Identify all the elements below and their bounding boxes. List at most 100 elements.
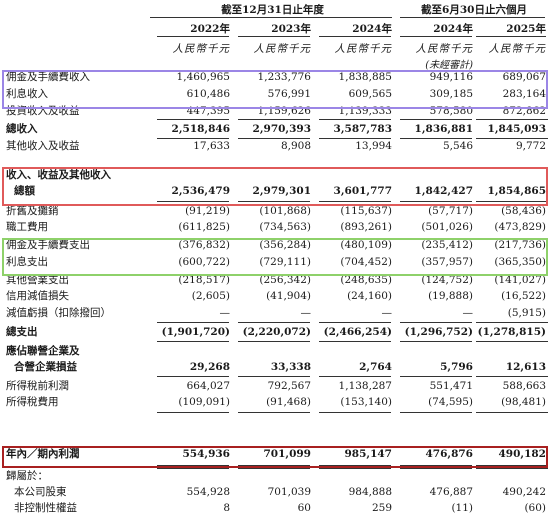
year-rule <box>319 36 391 37</box>
value-h1-2025: (98,481) <box>501 396 546 408</box>
value-h1-2025: 490,242 <box>502 486 546 498</box>
value-h1-2025: (58,436) <box>501 205 546 217</box>
unaudited-note: (未經審計) <box>425 60 473 71</box>
table-row: 收入、收益及其他收入 <box>0 167 550 183</box>
table-row: 所得稅前利潤 664,027 792,567 1,138,287 551,471 588,… <box>0 378 550 394</box>
value-h1-2025: (16,522) <box>501 290 546 302</box>
row-label: 其他營業支出 <box>6 274 69 286</box>
table-row: 佣金及手續費收入 1,460,965 1,233,776 1,838,885 949,1… <box>0 69 550 85</box>
value-h1-2025: 588,663 <box>502 380 546 392</box>
value-2022: (376,832) <box>178 239 230 251</box>
value-h1-2024: 1,836,881 <box>414 123 473 135</box>
value-2022: (600,722) <box>178 256 230 268</box>
table-row: 其他營業支出 (218,517) (256,342) (248,635) (124,75… <box>0 272 550 288</box>
value-2023: 576,991 <box>267 88 311 100</box>
value-2024: 259 <box>371 502 392 514</box>
value-2023: 2,970,393 <box>252 123 311 135</box>
value-2022: 17,633 <box>193 140 230 152</box>
value-h1-2025: 689,067 <box>502 71 546 83</box>
value-h1-2024: (11) <box>451 502 473 514</box>
interim-2025-header: 2025年 <box>506 23 546 35</box>
value-2024: 2,764 <box>359 361 392 373</box>
value-2023: (91,468) <box>266 396 311 408</box>
column-underline <box>319 376 391 377</box>
value-2024: (153,140) <box>340 396 392 408</box>
value-h1-2024: (57,717) <box>428 205 473 217</box>
value-2024: 1,138,287 <box>338 380 392 392</box>
table-row: 歸屬於： <box>0 468 550 484</box>
value-h1-2024: (74,595) <box>428 396 473 408</box>
value-2023: — <box>300 307 312 319</box>
value-2022: (218,517) <box>178 274 230 286</box>
table-row: 其他收入及收益 17,633 8,908 13,994 5,546 9,772 <box>0 138 550 154</box>
value-2022: 2,518,846 <box>171 123 230 135</box>
row-label: 所得稅前利潤 <box>6 380 69 392</box>
value-2024: (24,160) <box>347 290 392 302</box>
year-rule <box>157 36 229 37</box>
value-2023: (356,284) <box>259 239 311 251</box>
value-h1-2025: 9,772 <box>515 140 546 152</box>
row-label: 總額 <box>14 185 35 197</box>
value-2022: 664,027 <box>186 380 230 392</box>
table-row: 信用減值損失 (2,605) (41,904) (24,160) (19,888) (16… <box>0 288 550 304</box>
column-underline <box>476 138 548 139</box>
value-2024: 1,838,885 <box>338 71 392 83</box>
value-h1-2025: (5,915) <box>507 307 546 319</box>
column-underline <box>157 412 229 413</box>
table-row: 減值虧損（扣除撥回） — — — — (5,915) <box>0 305 550 321</box>
value-2022: (2,605) <box>191 290 230 302</box>
value-2022: — <box>219 307 231 319</box>
value-h1-2025: 283,164 <box>502 88 546 100</box>
value-2023: 60 <box>297 502 311 514</box>
column-underline <box>238 376 310 377</box>
column-underline <box>157 322 229 323</box>
row-label: 本公司股東 <box>14 486 67 498</box>
column-underline <box>400 412 472 413</box>
table-row: 職工費用 (611,825) (734,563) (893,261) (501,026)… <box>0 219 550 235</box>
value-2022: 2,536,479 <box>171 185 230 197</box>
double-underline <box>476 465 548 469</box>
value-h1-2024: (501,026) <box>421 221 473 233</box>
row-label: 收入、收益及其他收入 <box>6 169 111 181</box>
value-h1-2024: (357,957) <box>421 256 473 268</box>
row-label: 所得稅費用 <box>6 396 59 408</box>
column-underline <box>157 341 229 342</box>
column-underline <box>400 376 472 377</box>
value-2024: 3,601,777 <box>333 185 392 197</box>
value-2023: (101,868) <box>259 205 311 217</box>
column-underline <box>319 119 391 120</box>
column-underline <box>319 341 391 342</box>
value-2024: 13,994 <box>355 140 392 152</box>
column-underline <box>238 119 310 120</box>
unit-label: 人民幣千元 <box>415 43 473 55</box>
table-row: 佣金及手續費支出 (376,832) (356,284) (480,109) (235,… <box>0 237 550 253</box>
value-h1-2024: (19,888) <box>428 290 473 302</box>
row-label: 年內／期內利潤 <box>6 448 80 460</box>
table-row: 應佔聯營企業及 <box>0 343 550 359</box>
column-underline <box>238 201 310 202</box>
value-2023: 33,338 <box>270 361 311 373</box>
value-2022: 29,268 <box>189 361 230 373</box>
table-row: 總額 2,536,479 2,979,301 3,601,777 1,842,427 1,… <box>0 183 550 199</box>
year-rule <box>400 36 472 37</box>
unit-label: 人民幣千元 <box>334 43 392 55</box>
value-2024: 984,888 <box>348 486 392 498</box>
row-label: 職工費用 <box>6 221 48 233</box>
value-h1-2025: (141,027) <box>494 274 546 286</box>
highlight-box-total-income <box>2 167 548 206</box>
value-h1-2024: (235,412) <box>421 239 473 251</box>
value-h1-2025: (365,350) <box>494 256 546 268</box>
row-label: 利息收入 <box>6 88 48 100</box>
value-h1-2024: 309,185 <box>429 88 473 100</box>
value-2022: 554,936 <box>182 448 231 460</box>
value-h1-2025: (1,278,815) <box>477 326 546 338</box>
column-underline <box>476 322 548 323</box>
column-underline <box>319 138 391 139</box>
highlight-box-expenses <box>2 238 548 276</box>
column-underline <box>157 201 229 202</box>
row-label: 佣金及手續費收入 <box>6 71 90 83</box>
table-row: 合營企業損益 29,268 33,338 2,764 5,796 12,613 <box>0 359 550 375</box>
header-rule-annual <box>150 17 392 18</box>
column-underline <box>476 201 548 202</box>
value-h1-2025: (217,736) <box>494 239 546 251</box>
